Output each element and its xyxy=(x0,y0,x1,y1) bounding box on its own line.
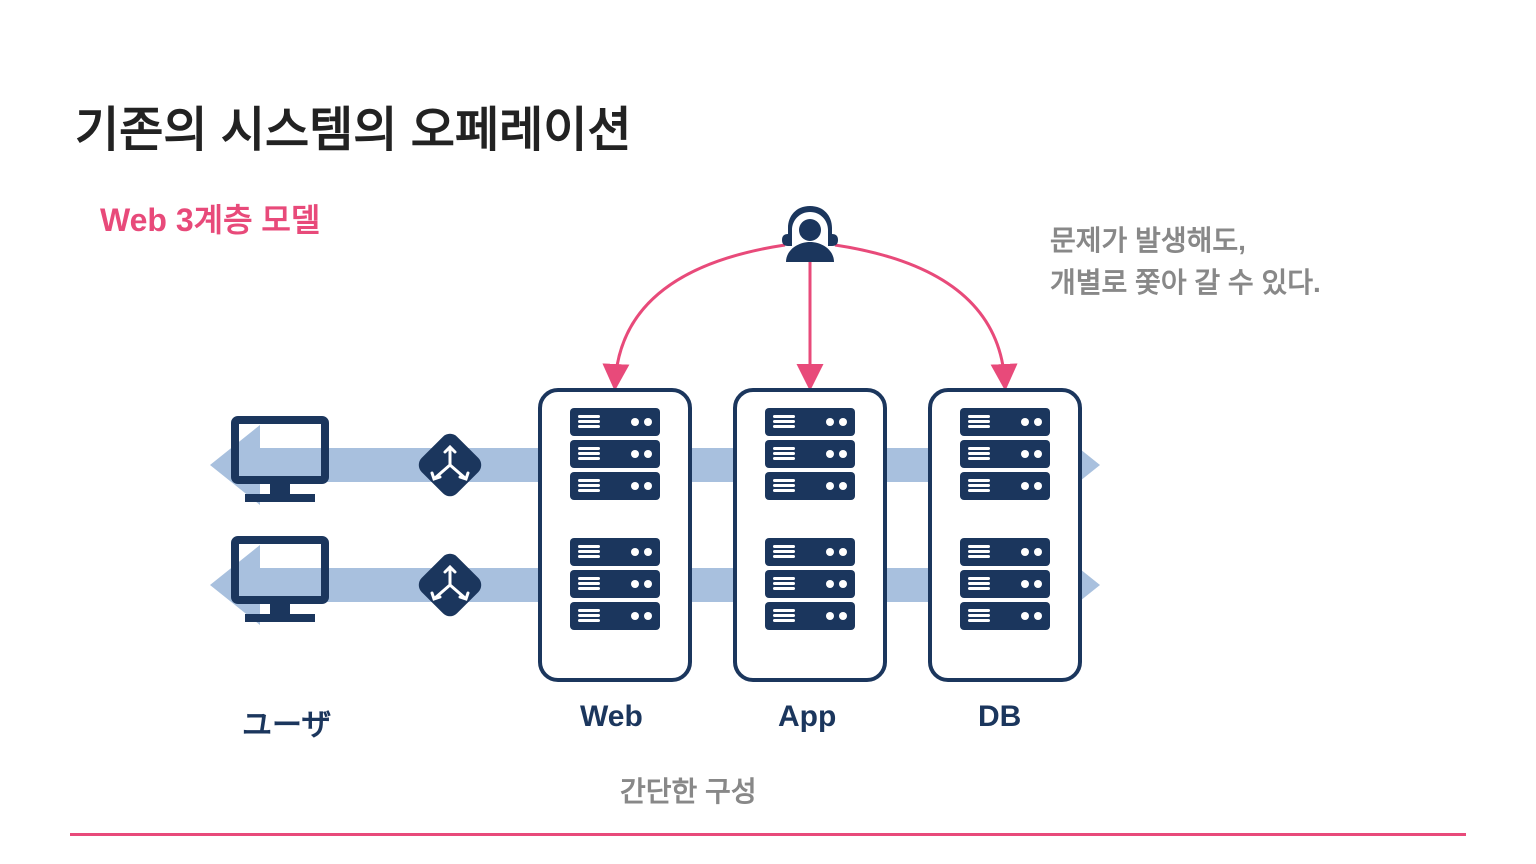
loadbalancer-icon-2 xyxy=(415,550,486,621)
label-db: DB xyxy=(978,700,1021,734)
architecture-diagram: ユーザ Web App DB xyxy=(180,190,1180,750)
label-user: ユーザ xyxy=(242,700,331,744)
diagram-svg xyxy=(180,190,1180,750)
loadbalancer-icon-1 xyxy=(415,430,486,501)
operator-icon xyxy=(782,206,838,262)
operator-lines xyxy=(615,245,1005,385)
label-web: Web xyxy=(580,700,643,734)
slide-title: 기존의 시스템의 오페레이션 xyxy=(75,90,632,160)
diagram-caption: 간단한 구성 xyxy=(620,770,757,810)
divider-line xyxy=(70,833,1466,836)
label-app: App xyxy=(778,700,836,734)
